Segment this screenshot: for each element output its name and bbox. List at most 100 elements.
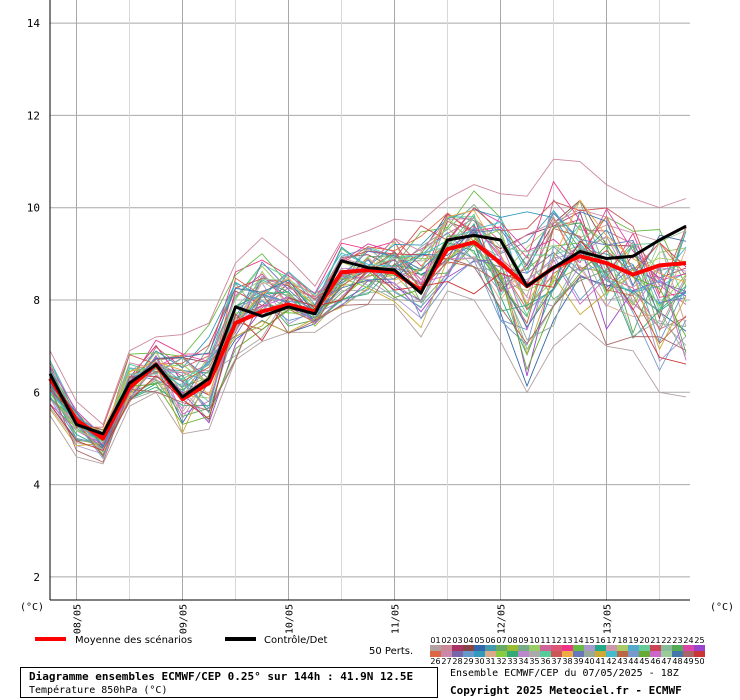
member-swatch [672, 645, 683, 651]
member-swatch [452, 651, 463, 657]
member-swatch [474, 651, 485, 657]
legend-mean-label: Moyenne des scénarios [75, 634, 192, 646]
member-number: 47 [661, 657, 672, 666]
mean-series-line [48, 240, 687, 441]
member-swatch [507, 645, 518, 651]
member-number: 27 [441, 657, 452, 666]
member-number: 36 [540, 657, 551, 666]
info-box: Diagramme ensembles ECMWF/CEP 0.25° sur … [20, 667, 438, 698]
x-tick-label: 10/05 [285, 604, 296, 634]
perts-label: 50 Perts. [369, 646, 414, 657]
member-number: 21 [650, 636, 661, 645]
member-swatch [507, 651, 518, 657]
ensemble-members [49, 158, 687, 465]
member-number: 16 [595, 636, 606, 645]
ensemble-member-line [49, 245, 687, 460]
ensemble-member-line [49, 242, 687, 457]
member-swatch [518, 651, 529, 657]
member-number: 28 [452, 657, 463, 666]
member-swatch [529, 651, 540, 657]
chart-subtitle: Température 850hPa (°C) [29, 685, 168, 696]
member-number: 20 [639, 636, 650, 645]
member-number: 26 [430, 657, 441, 666]
chart-grid [50, 0, 690, 600]
y-unit-right: (°C) [710, 602, 734, 613]
x-tick-label: 13/05 [603, 604, 614, 634]
legend: Moyenne des scénarios Contrôle/Det [35, 634, 328, 646]
x-tick-label: 09/05 [179, 604, 190, 634]
ensemble-member-line [49, 246, 687, 450]
ensemble-member-line [49, 222, 687, 444]
member-swatch [529, 645, 540, 651]
main-series-lines [48, 224, 687, 441]
member-swatch [463, 645, 474, 651]
member-number: 38 [562, 657, 573, 666]
member-swatch [606, 651, 617, 657]
y-tick-label: 10 [27, 202, 40, 215]
member-swatch [430, 651, 441, 657]
y-tick-label: 2 [33, 571, 40, 584]
ensemble-member-line [49, 199, 687, 431]
member-number: 30 [474, 657, 485, 666]
ensemble-member-line [49, 213, 687, 453]
member-swatch [672, 651, 683, 657]
member-number: 04 [463, 636, 474, 645]
ensemble-member-line [49, 242, 687, 455]
ensemble-member-line [49, 209, 687, 439]
member-swatch [683, 651, 694, 657]
member-swatch [694, 651, 705, 657]
member-swatch [540, 651, 551, 657]
member-number: 42 [606, 657, 617, 666]
ensemble-member-line [49, 198, 687, 448]
member-number: 05 [474, 636, 485, 645]
member-swatch [606, 645, 617, 651]
member-number: 09 [518, 636, 529, 645]
member-number: 24 [683, 636, 694, 645]
ensemble-member-line [49, 242, 687, 445]
member-number: 15 [584, 636, 595, 645]
member-number: 17 [606, 636, 617, 645]
copyright: Copyright 2025 Meteociel.fr - ECMWF [450, 684, 682, 697]
member-number: 31 [485, 657, 496, 666]
member-number: 45 [639, 657, 650, 666]
ensemble-member-line [49, 200, 687, 428]
member-swatch [551, 651, 562, 657]
member-number: 40 [584, 657, 595, 666]
y-tick-label: 6 [33, 386, 40, 399]
y-tick-label: 4 [33, 479, 40, 492]
member-number: 43 [617, 657, 628, 666]
ensemble-member-line [49, 212, 687, 441]
member-swatch [650, 651, 661, 657]
ensemble-member-line [49, 200, 687, 447]
member-number: 35 [529, 657, 540, 666]
member-swatch [650, 645, 661, 651]
x-tick-label: 12/05 [497, 604, 508, 634]
member-swatch [683, 645, 694, 651]
member-swatch [452, 645, 463, 651]
ensemble-member-line [49, 212, 687, 440]
member-number: 08 [507, 636, 518, 645]
member-number: 39 [573, 657, 584, 666]
y-unit-left: (°C) [20, 602, 44, 613]
legend-control-label: Contrôle/Det [264, 634, 328, 646]
y-tick-label: 12 [27, 109, 40, 122]
ensemble-member-line [49, 209, 687, 446]
member-swatch [661, 645, 672, 651]
member-number: 25 [694, 636, 705, 645]
member-swatch [661, 651, 672, 657]
member-swatch [573, 645, 584, 651]
member-number: 06 [485, 636, 496, 645]
member-swatch [518, 645, 529, 651]
member-number: 02 [441, 636, 452, 645]
member-swatch [496, 651, 507, 657]
y-tick-label: 8 [33, 294, 40, 307]
member-swatch [639, 651, 650, 657]
member-swatch [485, 645, 496, 651]
member-swatch [441, 645, 452, 651]
member-swatch [617, 651, 628, 657]
member-number: 44 [628, 657, 639, 666]
member-number: 48 [672, 657, 683, 666]
member-number: 33 [507, 657, 518, 666]
member-swatch [595, 651, 606, 657]
